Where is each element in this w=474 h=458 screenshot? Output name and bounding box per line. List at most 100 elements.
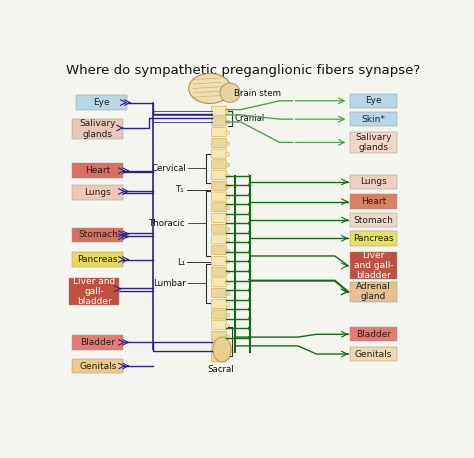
Text: Eye: Eye — [365, 96, 382, 105]
FancyBboxPatch shape — [350, 112, 397, 126]
FancyBboxPatch shape — [350, 213, 397, 227]
FancyBboxPatch shape — [76, 95, 127, 110]
FancyBboxPatch shape — [226, 335, 229, 338]
FancyBboxPatch shape — [73, 359, 123, 373]
Text: Lungs: Lungs — [360, 177, 387, 186]
FancyBboxPatch shape — [212, 353, 227, 362]
FancyBboxPatch shape — [212, 267, 227, 276]
FancyBboxPatch shape — [212, 256, 227, 266]
FancyBboxPatch shape — [69, 278, 119, 305]
FancyBboxPatch shape — [226, 153, 229, 156]
FancyBboxPatch shape — [226, 314, 229, 317]
FancyBboxPatch shape — [226, 164, 229, 167]
FancyBboxPatch shape — [212, 213, 227, 223]
FancyBboxPatch shape — [226, 217, 229, 220]
FancyBboxPatch shape — [226, 110, 229, 113]
FancyBboxPatch shape — [226, 356, 229, 360]
FancyBboxPatch shape — [212, 299, 227, 308]
FancyBboxPatch shape — [226, 303, 229, 306]
FancyBboxPatch shape — [212, 245, 227, 255]
Text: Stomach: Stomach — [78, 230, 118, 240]
FancyBboxPatch shape — [73, 252, 123, 267]
Text: Liver
and gall-
bladder: Liver and gall- bladder — [354, 251, 393, 280]
FancyBboxPatch shape — [226, 271, 229, 274]
Text: Bladder: Bladder — [356, 330, 391, 339]
Text: Where do sympathetic preganglionic fibers synapse?: Where do sympathetic preganglionic fiber… — [66, 64, 420, 77]
FancyBboxPatch shape — [212, 224, 227, 233]
Text: Pancreas: Pancreas — [353, 234, 393, 243]
FancyBboxPatch shape — [212, 332, 227, 340]
FancyBboxPatch shape — [212, 310, 227, 319]
FancyBboxPatch shape — [73, 185, 123, 200]
FancyBboxPatch shape — [212, 106, 227, 115]
FancyBboxPatch shape — [226, 142, 229, 145]
Text: Eye: Eye — [93, 98, 110, 107]
FancyBboxPatch shape — [226, 131, 229, 135]
FancyBboxPatch shape — [212, 160, 227, 169]
FancyBboxPatch shape — [350, 231, 397, 245]
Text: Salivary
glands: Salivary glands — [80, 120, 116, 138]
Text: Stomach: Stomach — [354, 216, 393, 224]
FancyBboxPatch shape — [212, 138, 227, 147]
FancyBboxPatch shape — [212, 235, 227, 244]
FancyBboxPatch shape — [226, 174, 229, 177]
FancyBboxPatch shape — [350, 347, 397, 361]
Ellipse shape — [213, 337, 231, 362]
Text: Salivary
glands: Salivary glands — [355, 133, 392, 152]
FancyBboxPatch shape — [226, 206, 229, 210]
FancyBboxPatch shape — [73, 119, 123, 139]
Ellipse shape — [189, 73, 231, 104]
FancyBboxPatch shape — [350, 93, 397, 108]
Text: Skin*: Skin* — [361, 114, 385, 124]
Text: Liver and
gall-
bladder: Liver and gall- bladder — [73, 277, 115, 306]
Text: Genitals: Genitals — [355, 349, 392, 359]
FancyBboxPatch shape — [212, 170, 227, 180]
FancyBboxPatch shape — [226, 228, 229, 231]
Text: Pancreas: Pancreas — [78, 255, 118, 264]
FancyBboxPatch shape — [73, 335, 123, 349]
FancyBboxPatch shape — [226, 346, 229, 349]
FancyBboxPatch shape — [350, 195, 397, 209]
FancyBboxPatch shape — [212, 342, 227, 351]
FancyBboxPatch shape — [350, 132, 397, 153]
FancyBboxPatch shape — [212, 192, 227, 201]
Text: Bladder: Bladder — [80, 338, 115, 347]
FancyBboxPatch shape — [350, 174, 397, 189]
FancyBboxPatch shape — [226, 292, 229, 295]
FancyBboxPatch shape — [226, 239, 229, 242]
FancyBboxPatch shape — [226, 281, 229, 285]
Ellipse shape — [220, 83, 240, 103]
FancyBboxPatch shape — [212, 117, 227, 126]
FancyBboxPatch shape — [73, 164, 123, 178]
FancyBboxPatch shape — [73, 228, 123, 242]
FancyBboxPatch shape — [226, 185, 229, 188]
FancyBboxPatch shape — [212, 128, 227, 136]
Text: T₁: T₁ — [176, 185, 185, 194]
FancyBboxPatch shape — [226, 324, 229, 327]
FancyBboxPatch shape — [212, 149, 227, 158]
Text: Cervical: Cervical — [151, 164, 186, 173]
FancyBboxPatch shape — [226, 249, 229, 252]
FancyBboxPatch shape — [226, 120, 229, 124]
FancyBboxPatch shape — [212, 278, 227, 287]
Text: Heart: Heart — [85, 166, 110, 175]
FancyBboxPatch shape — [350, 327, 397, 342]
FancyBboxPatch shape — [226, 260, 229, 263]
Text: Brain stem: Brain stem — [234, 88, 281, 98]
Text: Adrenal
gland: Adrenal gland — [356, 283, 391, 301]
Text: Cranial: Cranial — [235, 114, 264, 123]
Text: Lungs: Lungs — [84, 188, 111, 197]
Text: Heart: Heart — [361, 197, 386, 206]
Text: Thoracic: Thoracic — [149, 219, 186, 228]
Text: Genitals: Genitals — [79, 361, 117, 371]
FancyBboxPatch shape — [350, 282, 397, 302]
Text: Sacral: Sacral — [208, 365, 234, 374]
FancyBboxPatch shape — [212, 321, 227, 330]
FancyBboxPatch shape — [212, 203, 227, 212]
Text: Lumbar: Lumbar — [153, 278, 186, 288]
FancyBboxPatch shape — [226, 196, 229, 199]
FancyBboxPatch shape — [212, 289, 227, 298]
Text: L₁: L₁ — [177, 258, 185, 267]
FancyBboxPatch shape — [212, 181, 227, 191]
FancyBboxPatch shape — [350, 252, 397, 279]
